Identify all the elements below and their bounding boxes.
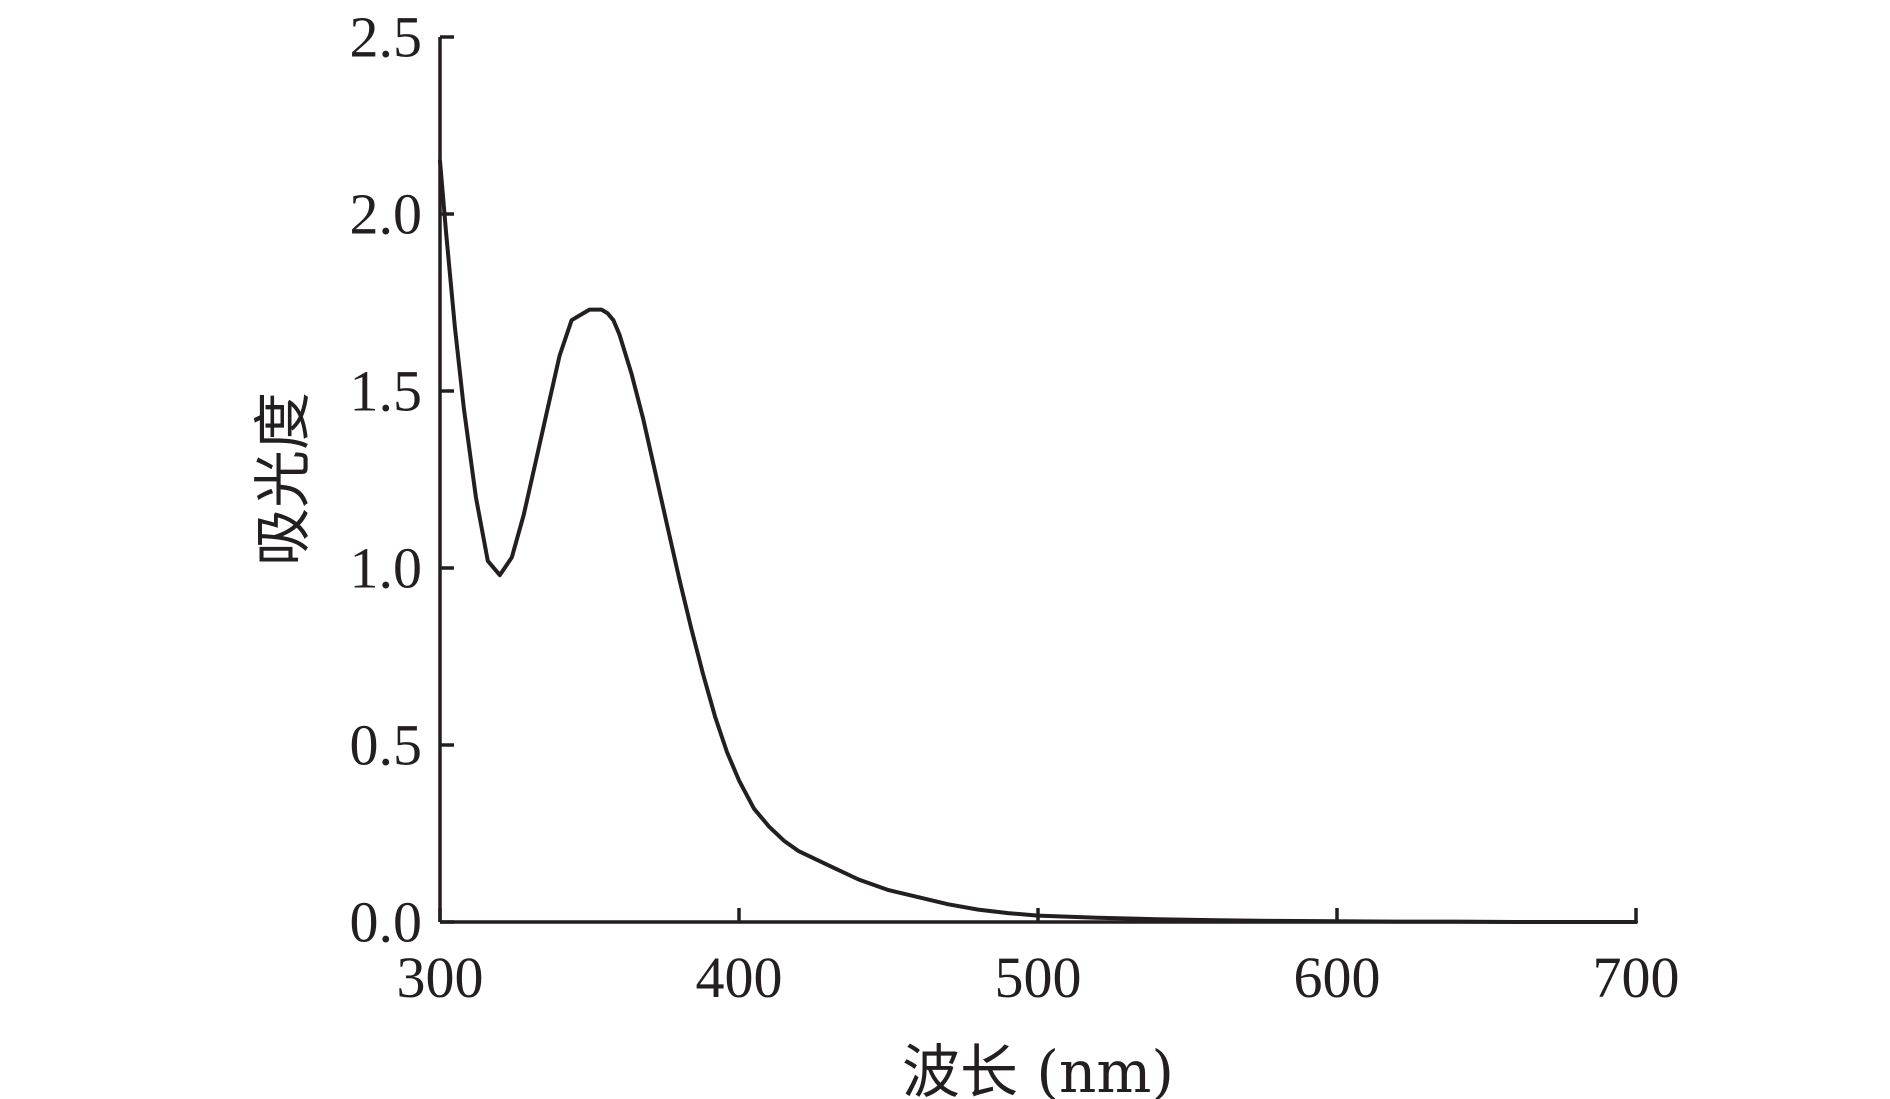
y-axis-title: 吸光度 [249,392,317,566]
y-tick-label: 1.5 [350,359,423,424]
y-tick-label: 2.5 [350,5,423,70]
x-ticks: 300 400 500 600 700 [397,908,1680,1010]
x-tick-label: 600 [1294,945,1381,1010]
y-tick-label: 0.5 [350,713,423,778]
x-tick-label: 700 [1593,945,1680,1010]
x-tick-label: 300 [397,945,484,1010]
absorbance-curve [438,158,1638,924]
y-ticks: 0.0 0.5 1.0 1.5 2.0 2.5 [350,5,454,955]
x-axis-title: 波长 (nm) [902,1038,1174,1099]
axes [438,37,1636,924]
x-tick-label: 400 [696,945,783,1010]
y-tick-label: 0.0 [350,890,423,955]
series-layer [438,158,1638,924]
x-tick-label: 500 [995,945,1082,1010]
y-tick-label: 1.0 [350,536,423,601]
y-tick-label: 2.0 [350,182,423,247]
